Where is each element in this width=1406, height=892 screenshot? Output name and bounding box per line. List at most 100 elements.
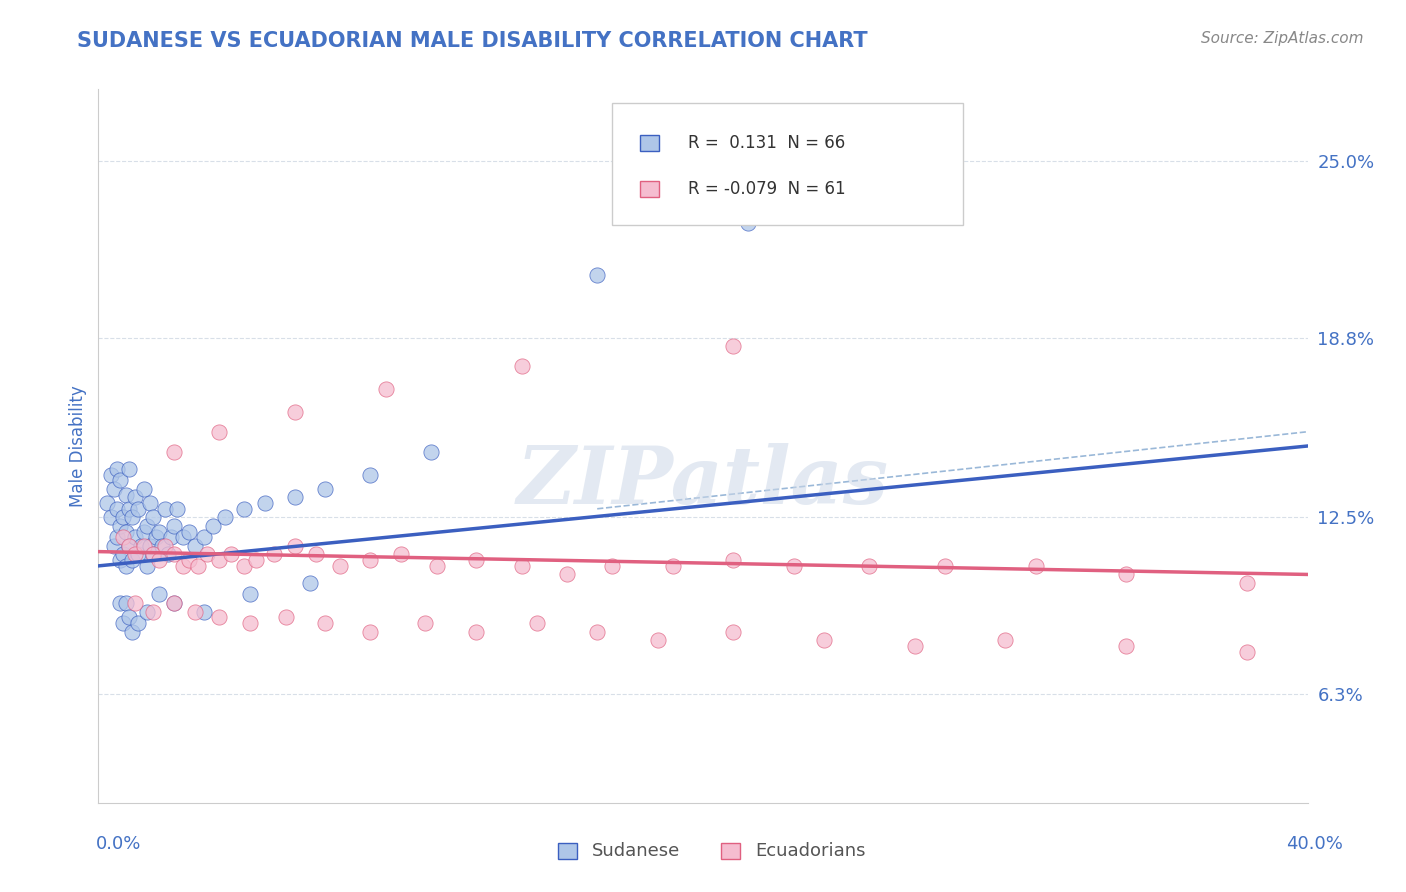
- Point: [166, 501, 188, 516]
- Point: [132, 539, 155, 553]
- Point: [602, 558, 624, 573]
- Point: [723, 339, 745, 353]
- Point: [221, 548, 243, 562]
- Point: [156, 548, 179, 562]
- Point: [555, 567, 578, 582]
- Point: [374, 382, 396, 396]
- Point: [586, 624, 609, 639]
- Point: [139, 539, 162, 553]
- Point: [360, 467, 382, 482]
- Point: [208, 425, 231, 439]
- Text: Ecuadorians: Ecuadorians: [755, 842, 866, 860]
- Point: [232, 501, 254, 516]
- Point: [232, 558, 254, 573]
- Point: [108, 473, 131, 487]
- Point: [360, 624, 382, 639]
- Point: [163, 444, 186, 458]
- Point: [118, 539, 141, 553]
- Point: [114, 558, 136, 573]
- Bar: [640, 135, 659, 151]
- Point: [179, 553, 201, 567]
- Point: [360, 553, 382, 567]
- Point: [299, 576, 322, 591]
- Point: [103, 539, 125, 553]
- Point: [172, 530, 194, 544]
- Point: [813, 633, 835, 648]
- Point: [723, 624, 745, 639]
- Point: [100, 467, 122, 482]
- Point: [118, 610, 141, 624]
- Point: [661, 558, 683, 573]
- Text: Sudanese: Sudanese: [592, 842, 681, 860]
- Point: [124, 530, 146, 544]
- Point: [245, 553, 267, 567]
- Text: SUDANESE VS ECUADORIAN MALE DISABILITY CORRELATION CHART: SUDANESE VS ECUADORIAN MALE DISABILITY C…: [77, 31, 868, 51]
- Point: [105, 530, 128, 544]
- Point: [100, 510, 122, 524]
- Point: [193, 605, 215, 619]
- Point: [904, 639, 927, 653]
- Point: [132, 482, 155, 496]
- Point: [413, 615, 436, 630]
- Point: [118, 462, 141, 476]
- Point: [420, 444, 443, 458]
- Point: [239, 615, 262, 630]
- Point: [647, 633, 669, 648]
- Point: [284, 491, 307, 505]
- Point: [163, 596, 186, 610]
- Point: [121, 624, 143, 639]
- Point: [145, 530, 167, 544]
- Point: [510, 359, 533, 373]
- Point: [163, 548, 186, 562]
- Point: [994, 633, 1017, 648]
- Point: [426, 558, 449, 573]
- Point: [723, 553, 745, 567]
- Point: [465, 624, 488, 639]
- Point: [184, 539, 207, 553]
- Point: [142, 548, 165, 562]
- Point: [586, 268, 609, 282]
- Point: [195, 548, 218, 562]
- Point: [148, 587, 170, 601]
- Point: [105, 462, 128, 476]
- Point: [1236, 644, 1258, 658]
- Point: [142, 605, 165, 619]
- Text: R = -0.079  N = 61: R = -0.079 N = 61: [689, 180, 846, 198]
- Point: [129, 539, 152, 553]
- Point: [179, 524, 201, 539]
- Point: [1024, 558, 1046, 573]
- Point: [172, 558, 194, 573]
- Point: [111, 530, 134, 544]
- Point: [118, 539, 141, 553]
- Point: [858, 558, 880, 573]
- Bar: [558, 844, 576, 859]
- FancyBboxPatch shape: [613, 103, 963, 225]
- Point: [193, 530, 215, 544]
- Point: [163, 596, 186, 610]
- Point: [510, 558, 533, 573]
- Point: [139, 496, 162, 510]
- Point: [1236, 576, 1258, 591]
- Point: [127, 548, 149, 562]
- Point: [187, 558, 209, 573]
- Point: [526, 615, 548, 630]
- Point: [153, 539, 176, 553]
- Point: [208, 553, 231, 567]
- Point: [124, 548, 146, 562]
- Point: [274, 610, 297, 624]
- Point: [389, 548, 412, 562]
- Point: [284, 405, 307, 419]
- Point: [105, 501, 128, 516]
- Point: [118, 501, 141, 516]
- Point: [1115, 567, 1137, 582]
- Text: Source: ZipAtlas.com: Source: ZipAtlas.com: [1201, 31, 1364, 46]
- Point: [114, 487, 136, 501]
- Bar: [640, 181, 659, 197]
- Point: [108, 596, 131, 610]
- Point: [121, 510, 143, 524]
- Point: [1115, 639, 1137, 653]
- Point: [160, 530, 183, 544]
- Text: R =  0.131  N = 66: R = 0.131 N = 66: [689, 134, 846, 152]
- Point: [148, 524, 170, 539]
- Point: [111, 510, 134, 524]
